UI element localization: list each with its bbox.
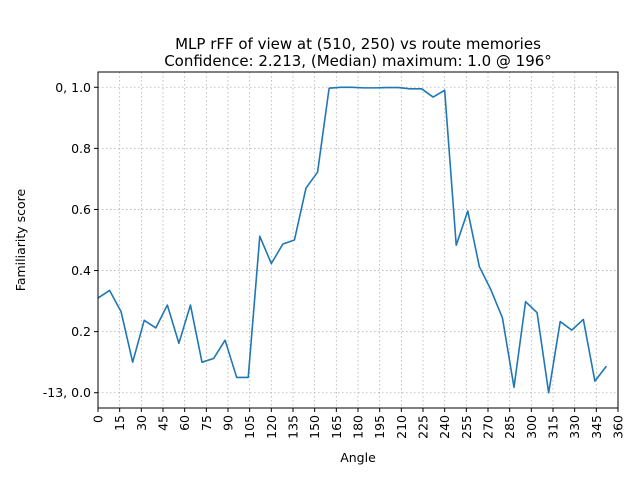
x-tick-label: 60 xyxy=(177,415,192,431)
y-tick-label: 0.8 xyxy=(71,141,91,156)
x-tick-label: 120 xyxy=(264,415,279,439)
x-tick-label: 345 xyxy=(589,415,604,439)
x-tick-label: 0 xyxy=(91,415,106,423)
x-tick-label: 150 xyxy=(307,415,322,439)
x-tick-label: 240 xyxy=(437,415,452,439)
x-tick-label: 330 xyxy=(567,415,582,439)
x-tick-label: 285 xyxy=(502,415,517,439)
x-tick-label: 255 xyxy=(459,415,474,439)
y-tick-label: 0.2 xyxy=(71,324,91,339)
x-tick-label: 195 xyxy=(372,415,387,439)
grid xyxy=(97,72,619,408)
x-tick-label: 210 xyxy=(394,415,409,439)
x-axis-label: Angle xyxy=(340,450,376,465)
x-tick-label: 90 xyxy=(221,415,236,431)
x-tick-label: 270 xyxy=(481,415,496,439)
chart-title-line1: MLP rFF of view at (510, 250) vs route m… xyxy=(175,35,541,53)
y-tick-label: 0.6 xyxy=(71,202,91,217)
x-tick-label: 135 xyxy=(286,415,301,439)
y-axis-label: Familiarity score xyxy=(13,188,28,291)
x-tick-label: 315 xyxy=(546,415,561,439)
x-axis-ticks: 0 15 30 45 60 75 90 105 120 135 150 165 180 195 210 225… xyxy=(91,408,626,439)
y-axis-ticks: -13, 0.0 0.2 0.4 0.6 0.8 0, 1.0 xyxy=(43,80,98,400)
x-tick-label: 225 xyxy=(416,415,431,439)
x-tick-label: 180 xyxy=(351,415,366,439)
x-tick-label: 360 xyxy=(611,415,626,439)
x-tick-label: 30 xyxy=(134,415,149,431)
series-layer xyxy=(97,86,608,394)
x-tick-label: 165 xyxy=(329,415,344,439)
y-tick-label: -13, 0.0 xyxy=(43,385,91,400)
x-tick-label: 45 xyxy=(156,415,171,431)
y-tick-label: 0, 1.0 xyxy=(55,80,91,95)
x-tick-label: 75 xyxy=(199,415,214,431)
chart-title-line2: Confidence: 2.213, (Median) maximum: 1.0… xyxy=(164,52,552,70)
x-tick-label: 15 xyxy=(112,415,127,431)
x-tick-label: 300 xyxy=(524,415,539,439)
x-tick-label: 105 xyxy=(242,415,257,439)
y-tick-label: 0.4 xyxy=(71,263,91,278)
series-line xyxy=(97,86,608,394)
